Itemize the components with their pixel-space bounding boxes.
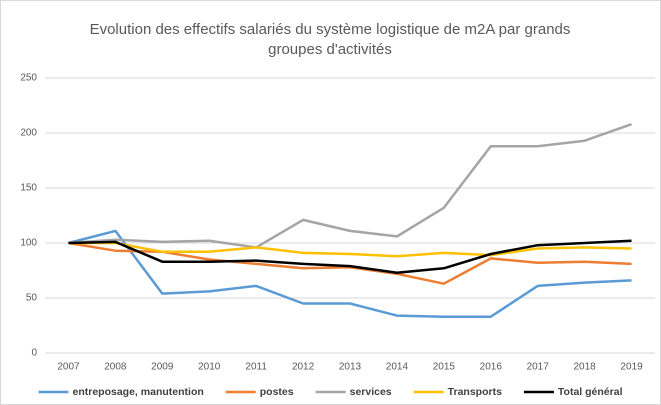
x-tick-label: 2019 [620, 362, 643, 373]
x-tick-label: 2009 [151, 362, 174, 373]
legend-label: entreposage, manutention [73, 386, 204, 398]
x-tick-label: 2014 [386, 362, 409, 373]
x-tick-label: 2016 [480, 362, 503, 373]
series-line [68, 123, 632, 249]
series-line [68, 241, 632, 258]
chart-title: Evolution des effectifs salariés du syst… [89, 21, 571, 58]
y-tick-label: 150 [20, 183, 37, 194]
x-tick-label: 2017 [527, 362, 550, 373]
y-tick-label: 200 [20, 128, 37, 139]
y-tick-label: 0 [31, 348, 37, 359]
y-tick-label: 250 [20, 73, 37, 84]
y-tick-label: 50 [26, 293, 38, 304]
x-tick-label: 2008 [104, 362, 127, 373]
series-line [68, 239, 632, 274]
x-tick-label: 2013 [339, 362, 362, 373]
x-tick-label: 2007 [57, 362, 80, 373]
x-tick-label: 2010 [198, 362, 221, 373]
x-tick-label: 2012 [292, 362, 315, 373]
legend-label: Transports [448, 386, 502, 398]
legend-label: services [350, 386, 392, 398]
legend-label: Total général [558, 386, 623, 398]
x-tick-label: 2015 [433, 362, 456, 373]
y-tick-label: 100 [20, 238, 37, 249]
series-line [68, 229, 632, 318]
x-tick-label: 2011 [245, 362, 267, 373]
x-tick-label: 2018 [573, 362, 596, 373]
legend-label: postes [260, 386, 294, 398]
